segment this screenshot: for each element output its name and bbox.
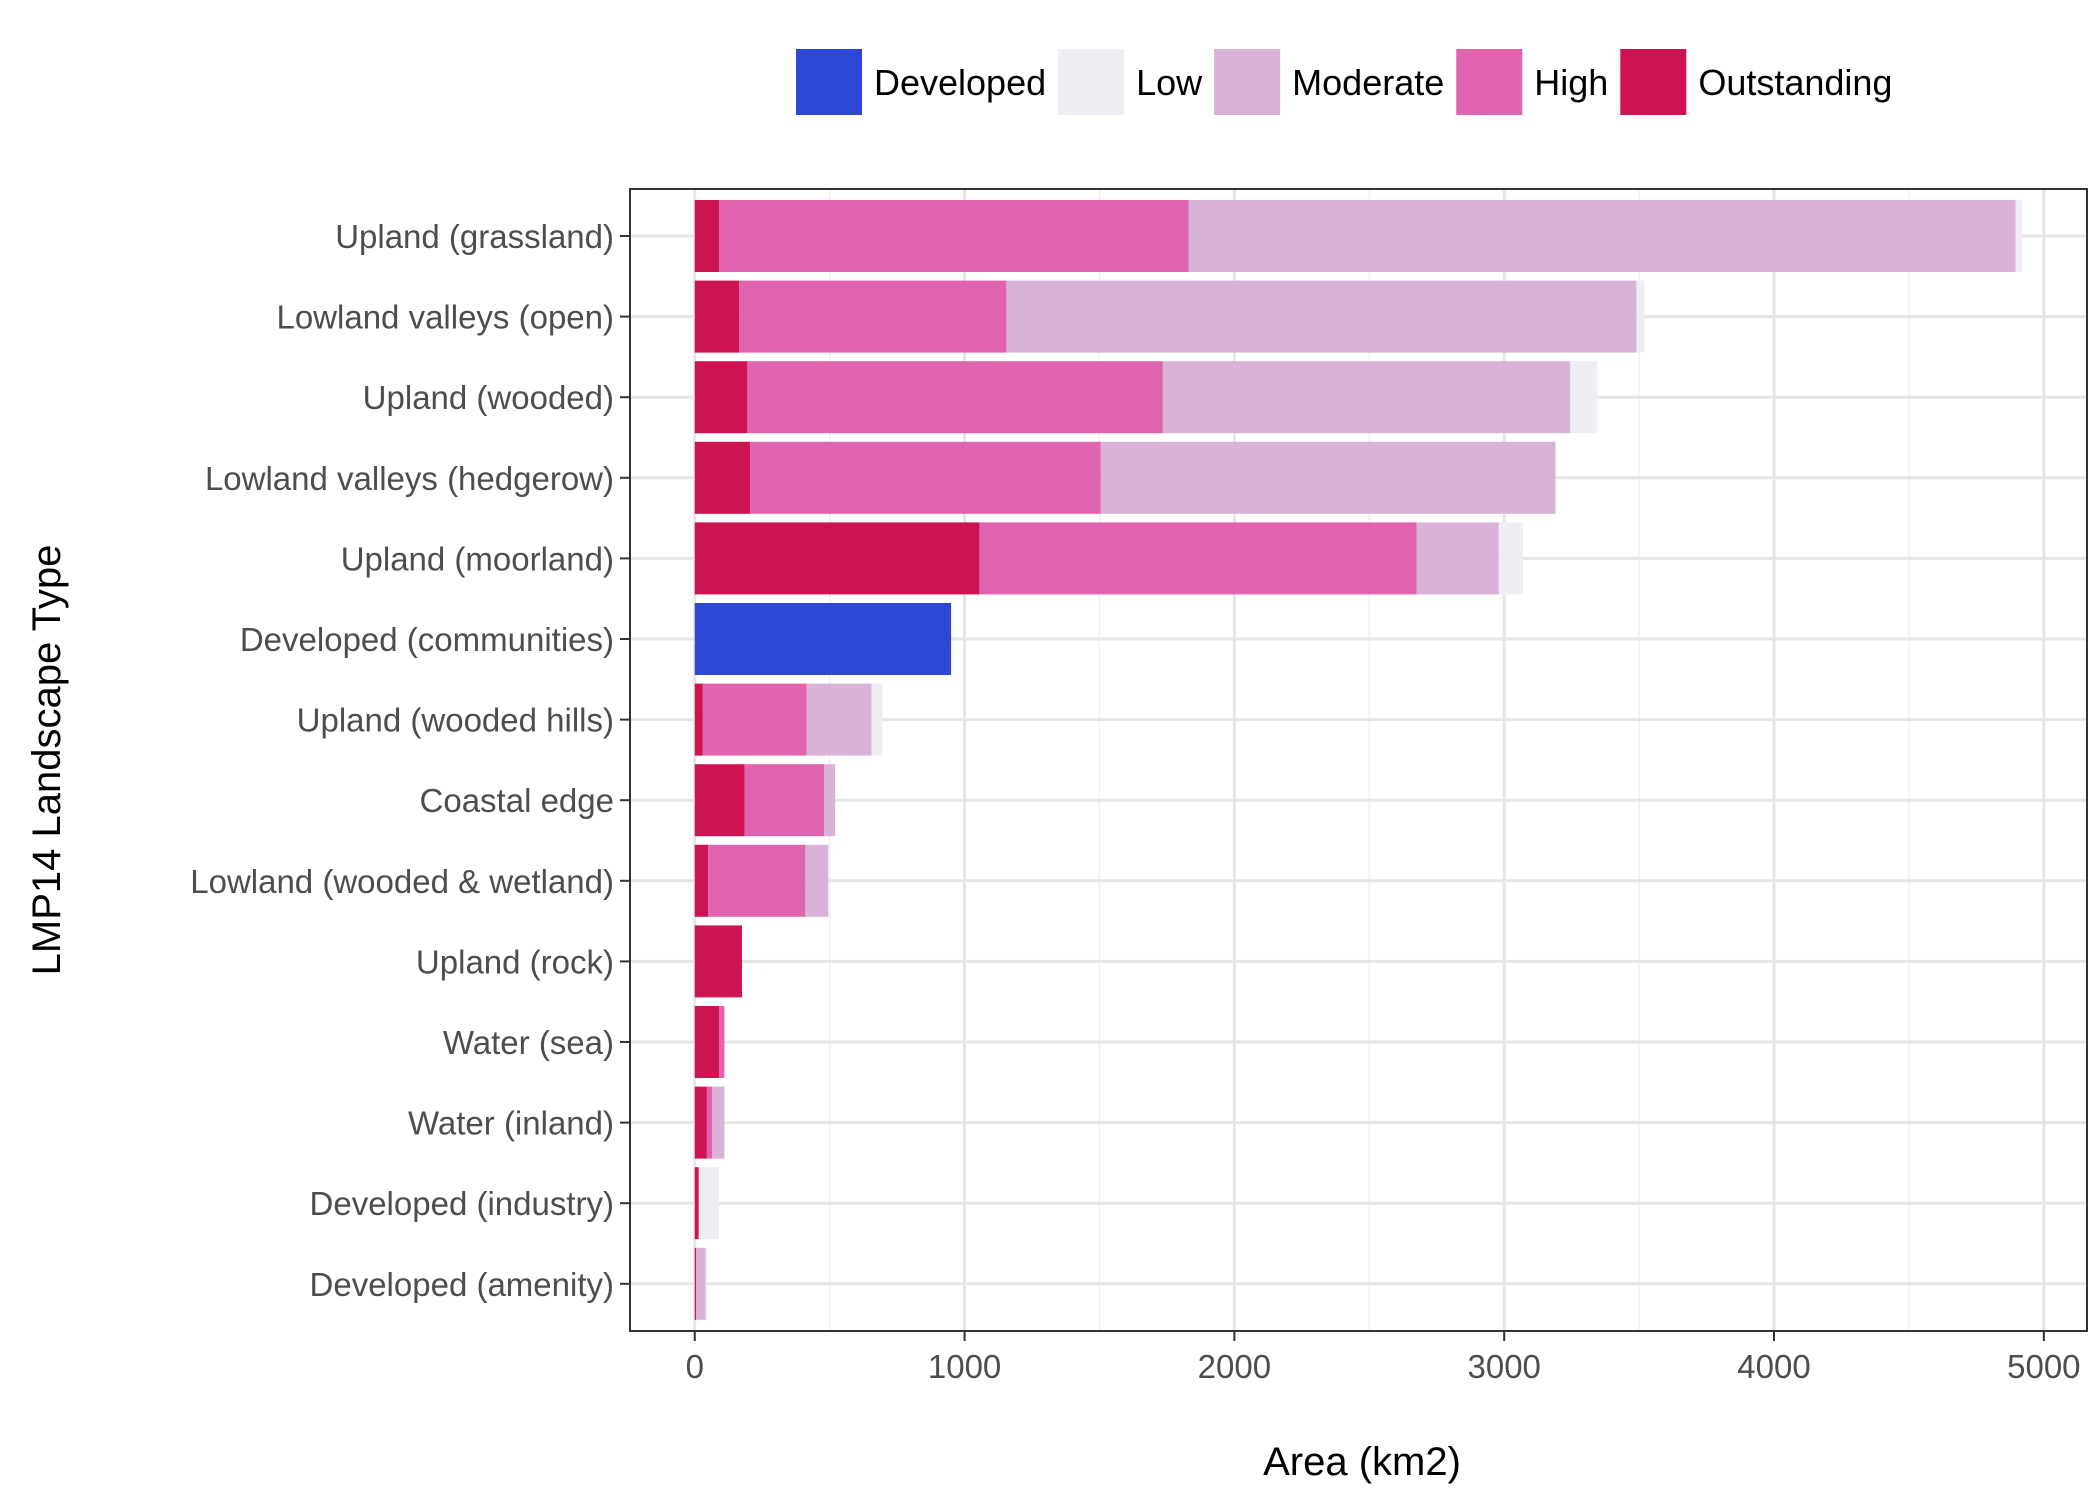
bar-segment-moderate <box>712 1086 725 1159</box>
y-tick-label: Upland (rock) <box>416 943 614 980</box>
bar-segment-moderate <box>805 844 829 917</box>
bar-segment-moderate <box>1188 200 2016 272</box>
bar-segment-high <box>979 522 1417 595</box>
legend-key-developed <box>796 49 862 115</box>
bar-segment-high <box>706 1086 713 1159</box>
bar-segment-outstanding <box>694 441 751 514</box>
y-tick-label: Upland (wooded) <box>363 379 614 416</box>
bar-segment-low <box>1636 280 1645 353</box>
bar-segment-outstanding <box>694 361 748 434</box>
x-tick-label: 4000 <box>1737 1348 1810 1385</box>
bar-segment-low <box>871 683 883 756</box>
y-tick-label: Upland (wooded hills) <box>297 702 614 739</box>
x-axis-title: Area (km2) <box>1263 1440 1461 1484</box>
bar-segment-low <box>705 1247 707 1320</box>
bar-segment-low <box>1570 361 1598 434</box>
bar-segment-high <box>750 441 1101 514</box>
bar-segment-outstanding <box>694 1086 707 1159</box>
y-tick-label: Water (sea) <box>443 1024 614 1061</box>
bar-segment-low <box>2015 200 2023 272</box>
legend-label-developed: Developed <box>874 62 1046 103</box>
x-tick-label: 5000 <box>2007 1348 2080 1385</box>
bar-segment-outstanding <box>694 1006 720 1078</box>
bar-segment-high <box>702 683 807 756</box>
legend-key-outstanding <box>1620 49 1687 115</box>
x-tick-label: 3000 <box>1467 1348 1540 1385</box>
legend-label-moderate: Moderate <box>1292 62 1444 103</box>
x-axis: 0 1000 2000 3000 4000 5000 <box>686 1331 2081 1385</box>
legend-label-low: Low <box>1136 62 1203 103</box>
y-tick-label: Lowland (wooded & wetland) <box>190 863 614 900</box>
bar-segment-moderate <box>1100 441 1556 514</box>
bar-segment-high <box>747 361 1163 434</box>
y-tick-label: Developed (amenity) <box>310 1266 614 1303</box>
bar-segment-moderate <box>806 683 872 756</box>
bar-segment-outstanding <box>694 200 720 272</box>
bar-segment-high <box>744 764 825 837</box>
y-axis-title: LMP14 Landscape Type <box>25 545 69 976</box>
bar-segment-outstanding <box>694 844 709 917</box>
x-tick-label: 0 <box>686 1348 704 1385</box>
bar-segment-moderate <box>1006 280 1637 353</box>
y-tick-label: Upland (moorland) <box>341 540 614 577</box>
bar-segment-outstanding <box>694 1247 697 1320</box>
y-tick-label: Lowland valleys (hedgerow) <box>205 460 614 497</box>
y-tick-label: Coastal edge <box>420 782 614 819</box>
legend-key-moderate <box>1214 49 1281 115</box>
bar-segment-moderate <box>1416 522 1499 595</box>
bar-segment-moderate <box>824 764 836 837</box>
bar-segment-high <box>739 280 1007 353</box>
bar-segment-outstanding <box>694 764 745 837</box>
legend-key-low <box>1058 49 1125 115</box>
bar-segment-outstanding <box>694 683 703 756</box>
x-tick-label: 1000 <box>928 1348 1001 1385</box>
bar-segment-outstanding <box>694 925 742 998</box>
bar-segment-outstanding <box>694 522 980 595</box>
bar-segment-moderate <box>696 1247 706 1320</box>
plot-panel <box>630 189 2087 1331</box>
bar-segment-outstanding <box>694 280 740 353</box>
bars <box>694 200 2023 1320</box>
x-tick-label: 2000 <box>1198 1348 1271 1385</box>
plot-border <box>629 188 2088 1332</box>
bar-segment-developed <box>694 603 952 675</box>
legend-key-high <box>1456 49 1523 115</box>
y-tick-label: Water (inland) <box>408 1105 614 1142</box>
bar-segment-outstanding <box>694 1167 699 1240</box>
legend-label-high: High <box>1534 62 1608 103</box>
y-tick-label: Upland (grassland) <box>335 218 614 255</box>
bar-segment-high <box>719 200 1189 272</box>
y-tick-label: Lowland valleys (open) <box>276 299 614 336</box>
bar-segment-moderate <box>1162 361 1571 434</box>
y-tick-label: Developed (communities) <box>240 621 614 658</box>
legend-label-outstanding: Outstanding <box>1698 62 1892 103</box>
bar-segment-high <box>708 844 806 917</box>
bar-segment-high <box>719 1006 725 1078</box>
bar-segment-low <box>1498 522 1524 595</box>
y-tick-label: Developed (industry) <box>310 1185 614 1222</box>
bar-segment-low <box>698 1167 720 1240</box>
y-axis: Upland (grassland) Lowland valleys (open)… <box>190 218 630 1303</box>
legend: Developed Low Moderate High Outstanding <box>796 49 1892 115</box>
